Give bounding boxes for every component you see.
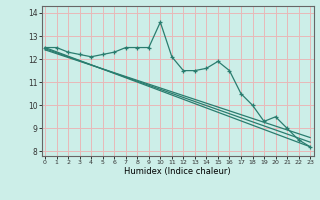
X-axis label: Humidex (Indice chaleur): Humidex (Indice chaleur) (124, 167, 231, 176)
